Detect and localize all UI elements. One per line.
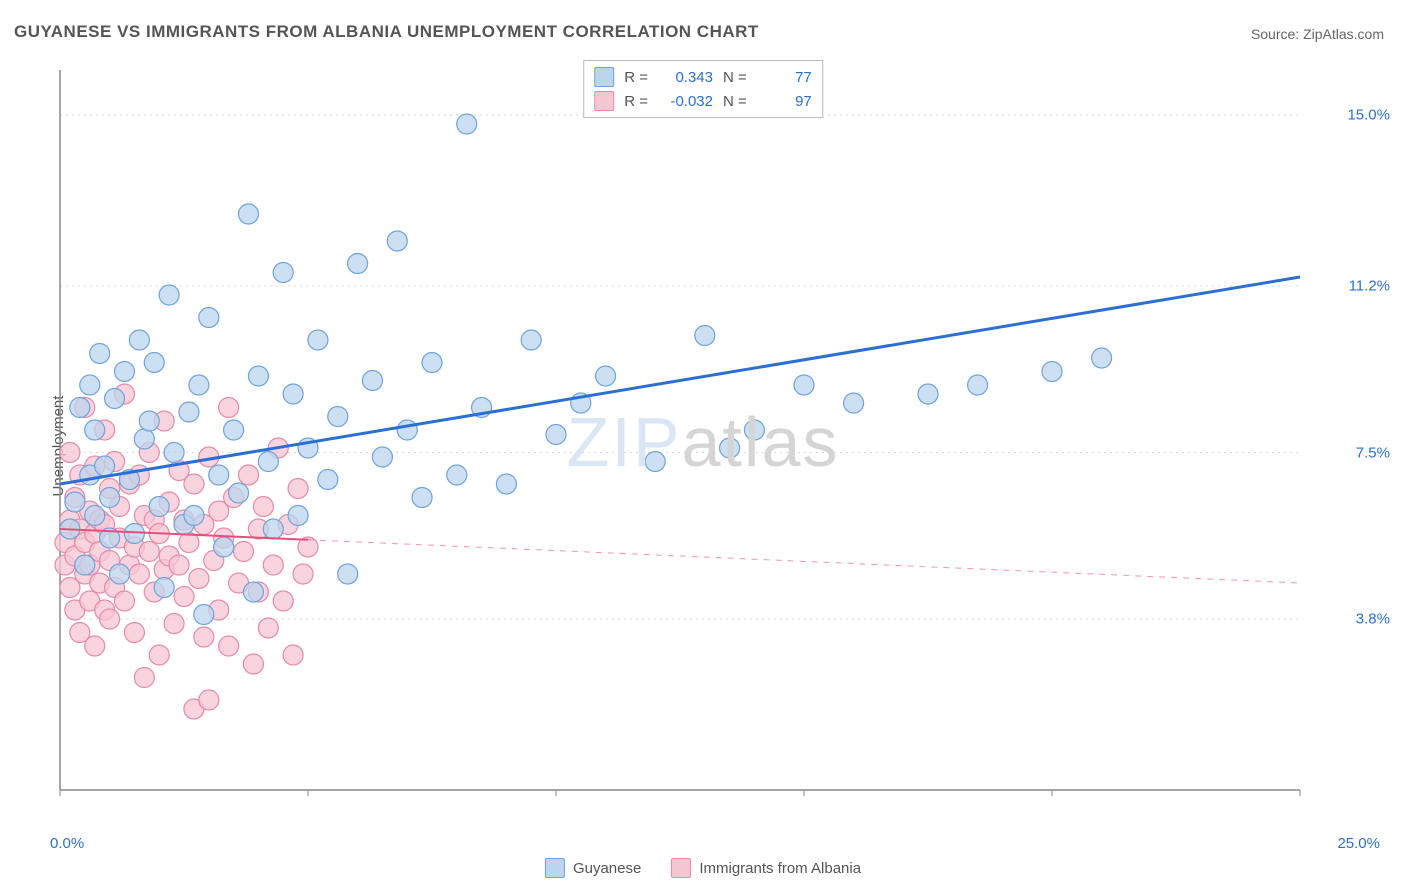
r-value-1: -0.032: [658, 93, 713, 110]
swatch-series-0: [545, 858, 565, 878]
legend-label-1: Immigrants from Albania: [699, 860, 861, 877]
n-label: N =: [723, 69, 747, 86]
swatch-series-0: [594, 67, 614, 87]
swatch-series-1: [594, 91, 614, 111]
legend-item-1: Immigrants from Albania: [671, 858, 861, 878]
series-legend: Guyanese Immigrants from Albania: [545, 858, 861, 878]
legend-label-0: Guyanese: [573, 860, 641, 877]
y-tick-label: 11.2%: [1349, 278, 1390, 295]
y-tick-label: 7.5%: [1356, 444, 1390, 461]
swatch-series-1: [671, 858, 691, 878]
r-label: R =: [624, 93, 648, 110]
n-value-0: 77: [757, 69, 812, 86]
y-tick-label: 3.8%: [1356, 611, 1390, 628]
legend-row-1: R = -0.032 N = 97: [594, 89, 812, 113]
x-axis-min-label: 0.0%: [50, 835, 84, 852]
chart-title: GUYANESE VS IMMIGRANTS FROM ALBANIA UNEM…: [14, 22, 759, 42]
legend-row-0: R = 0.343 N = 77: [594, 65, 812, 89]
scatter-plot: [50, 60, 1370, 830]
r-label: R =: [624, 69, 648, 86]
n-label: N =: [723, 93, 747, 110]
r-value-0: 0.343: [658, 69, 713, 86]
n-value-1: 97: [757, 93, 812, 110]
y-tick-label: 15.0%: [1347, 107, 1390, 124]
x-axis-max-label: 25.0%: [1337, 835, 1380, 852]
legend-item-0: Guyanese: [545, 858, 641, 878]
chart-source: Source: ZipAtlas.com: [1251, 26, 1384, 42]
correlation-legend: R = 0.343 N = 77 R = -0.032 N = 97: [583, 60, 823, 118]
